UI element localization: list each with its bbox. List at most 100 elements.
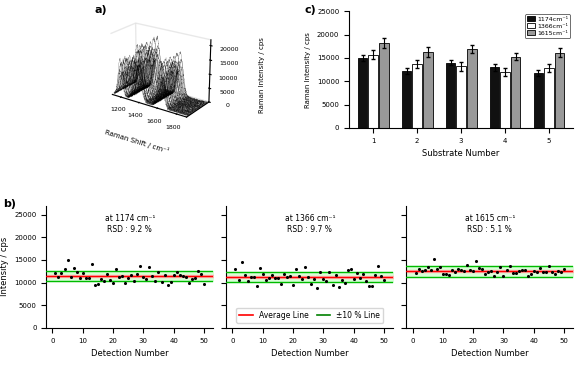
- Point: [66, 274, 75, 280]
- Point: [559, 266, 569, 272]
- Point: [301, 264, 310, 270]
- Point: [178, 273, 188, 279]
- Point: [376, 273, 386, 279]
- Point: [423, 264, 433, 270]
- Point: [172, 269, 181, 275]
- Point: [90, 282, 100, 288]
- Point: [108, 280, 118, 286]
- Bar: [544, 68, 554, 128]
- Point: [379, 277, 389, 283]
- Point: [63, 257, 72, 263]
- Legend: 1174cm⁻¹, 1366cm⁻¹, 1615cm⁻¹: 1174cm⁻¹, 1366cm⁻¹, 1615cm⁻¹: [525, 14, 570, 38]
- X-axis label: Detection Number: Detection Number: [451, 349, 529, 358]
- Point: [544, 263, 554, 269]
- Point: [142, 276, 151, 282]
- Point: [252, 283, 261, 289]
- Point: [487, 268, 496, 274]
- Point: [187, 276, 196, 282]
- Point: [466, 267, 475, 273]
- Point: [273, 275, 283, 281]
- Point: [453, 266, 463, 272]
- Point: [490, 273, 499, 279]
- Point: [99, 278, 108, 284]
- Bar: [467, 49, 477, 128]
- Point: [234, 276, 243, 282]
- Point: [193, 268, 203, 274]
- Point: [72, 269, 81, 275]
- Point: [541, 270, 551, 276]
- X-axis label: Detection Number: Detection Number: [271, 349, 349, 358]
- Point: [523, 273, 532, 279]
- Point: [499, 273, 508, 279]
- Y-axis label: Raman Intensity / cps: Raman Intensity / cps: [305, 32, 312, 107]
- Point: [441, 271, 450, 277]
- Point: [517, 267, 526, 273]
- Point: [483, 269, 493, 275]
- Point: [502, 267, 511, 273]
- Point: [349, 276, 358, 282]
- Point: [111, 266, 120, 272]
- Point: [556, 269, 566, 275]
- Point: [337, 277, 346, 284]
- Point: [547, 268, 556, 274]
- Bar: [555, 53, 565, 128]
- Point: [196, 271, 206, 277]
- Point: [87, 261, 97, 267]
- Point: [154, 269, 163, 275]
- Point: [285, 273, 295, 279]
- Point: [169, 272, 178, 278]
- Point: [249, 274, 258, 280]
- Point: [438, 271, 448, 277]
- Point: [190, 275, 200, 281]
- Point: [276, 281, 285, 287]
- Point: [468, 268, 478, 274]
- Text: c): c): [304, 6, 316, 15]
- Point: [432, 266, 441, 272]
- Point: [60, 265, 69, 271]
- Point: [160, 272, 169, 278]
- Point: [75, 275, 85, 281]
- Point: [69, 265, 78, 271]
- Point: [520, 267, 529, 273]
- Point: [258, 271, 267, 277]
- Point: [538, 269, 548, 275]
- Bar: [511, 57, 521, 128]
- Point: [551, 271, 560, 277]
- Point: [328, 282, 337, 288]
- Text: b): b): [3, 199, 16, 210]
- Point: [255, 265, 265, 271]
- Point: [133, 271, 142, 277]
- Point: [352, 270, 361, 276]
- Legend: Average Line, ±10 % Line: Average Line, ±10 % Line: [236, 308, 383, 323]
- Point: [435, 264, 445, 270]
- Point: [340, 280, 349, 286]
- Point: [526, 271, 536, 277]
- Bar: [402, 71, 412, 128]
- Point: [118, 273, 127, 279]
- Bar: [534, 73, 543, 128]
- Point: [514, 268, 523, 274]
- Point: [184, 280, 193, 286]
- Bar: [379, 43, 389, 128]
- Bar: [500, 72, 510, 128]
- Point: [417, 268, 426, 274]
- Point: [478, 265, 487, 271]
- Point: [151, 278, 160, 284]
- Point: [298, 276, 307, 282]
- Bar: [490, 67, 499, 128]
- Point: [313, 285, 322, 291]
- Point: [267, 272, 277, 278]
- Point: [475, 265, 484, 271]
- Point: [270, 276, 280, 282]
- Point: [139, 274, 148, 280]
- Point: [105, 277, 115, 283]
- Point: [264, 275, 273, 281]
- Point: [231, 266, 240, 272]
- Point: [532, 269, 541, 275]
- Point: [325, 269, 334, 275]
- Point: [493, 269, 502, 275]
- Text: at 1366 cm⁻¹
RSD : 9.7 %: at 1366 cm⁻¹ RSD : 9.7 %: [284, 214, 335, 233]
- Point: [310, 276, 319, 282]
- Point: [420, 267, 429, 273]
- Point: [81, 275, 90, 281]
